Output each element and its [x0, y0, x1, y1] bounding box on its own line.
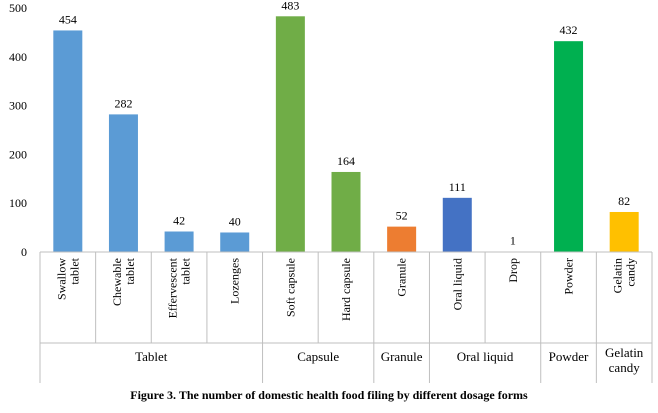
bar-soft-capsule	[275, 16, 305, 252]
category-label: Oral liquid	[450, 258, 464, 310]
group-label: Granule	[381, 349, 423, 364]
group-label: candy	[609, 360, 641, 375]
category-label: Effervescenttablet	[166, 257, 193, 318]
bar-oral-liquid	[442, 197, 472, 252]
data-label: 1	[510, 234, 516, 248]
category-label: Drop	[506, 258, 520, 283]
data-label: 483	[281, 0, 299, 12]
data-label: 111	[449, 180, 466, 194]
category-label-group: Gelatincandy	[611, 258, 638, 293]
category-label-group: Soft capsule	[283, 258, 297, 317]
category-label: Granule	[395, 258, 409, 297]
bar-effervescent-tablet	[164, 231, 194, 252]
data-label: 40	[229, 214, 241, 228]
category-label: Powder	[562, 258, 576, 295]
data-label: 52	[396, 209, 408, 223]
bar-lozenges	[220, 232, 250, 252]
category-label-group: Hard capsule	[339, 258, 353, 321]
data-label: 42	[173, 214, 185, 228]
data-label: 282	[114, 96, 132, 110]
category-label-group: Lozenges	[228, 258, 242, 304]
group-label: Powder	[549, 349, 589, 364]
category-label-group: Swallowtablet	[54, 257, 81, 300]
bar-chewable-tablet	[108, 114, 138, 252]
category-label: Gelatincandy	[611, 258, 638, 293]
category-label-group: Effervescenttablet	[166, 257, 193, 318]
data-label: 454	[59, 12, 77, 26]
y-tick-label: 400	[9, 50, 27, 64]
chart-caption: Figure 3. The number of domestic health …	[130, 388, 528, 402]
group-label: Gelatin	[605, 345, 644, 360]
group-label: Capsule	[297, 349, 339, 364]
category-label: Lozenges	[228, 258, 242, 304]
category-label-group: Chewabletablet	[110, 257, 137, 306]
category-label-group: Granule	[395, 258, 409, 297]
bar-hard-capsule	[331, 171, 361, 252]
category-label-group: Powder	[562, 258, 576, 295]
bar-swallow-tablet	[53, 30, 83, 253]
bar-granule	[387, 226, 417, 252]
data-label: 432	[560, 23, 578, 37]
category-label: Swallowtablet	[54, 257, 81, 300]
y-tick-label: 300	[9, 99, 27, 113]
data-label: 164	[337, 154, 355, 168]
y-tick-label: 100	[9, 196, 27, 210]
y-tick-label: 500	[9, 1, 27, 15]
category-label-group: Oral liquid	[450, 258, 464, 310]
category-label: Soft capsule	[283, 258, 297, 317]
group-label: Oral liquid	[457, 349, 514, 364]
y-tick-label: 200	[9, 147, 27, 161]
bar-gelatin-candy	[609, 211, 639, 252]
category-label: Hard capsule	[339, 258, 353, 321]
group-label: Tablet	[135, 349, 168, 364]
category-label-group: Drop	[506, 258, 520, 283]
y-tick-label: 0	[21, 245, 27, 259]
bar-powder	[554, 41, 584, 253]
category-label: Chewabletablet	[110, 257, 137, 306]
data-label: 82	[618, 194, 630, 208]
